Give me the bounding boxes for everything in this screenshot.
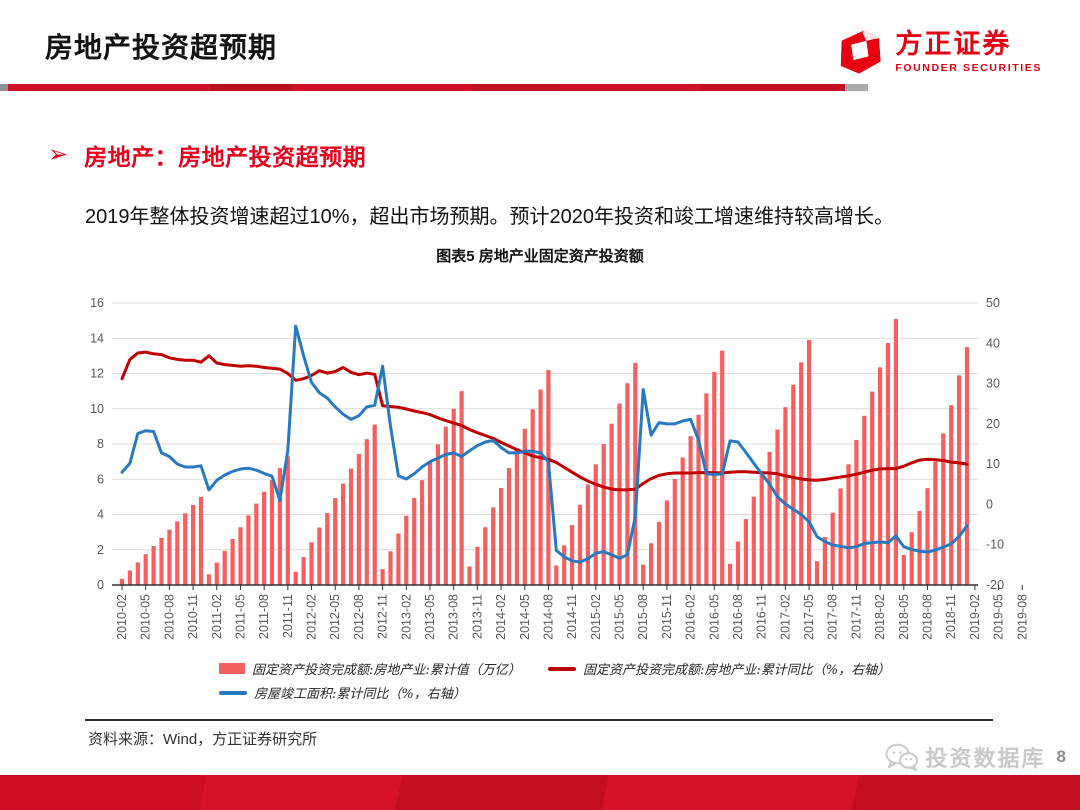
legend-item-completion-yoy: 房屋竣工面积:累计同比（%，右轴）: [219, 683, 466, 702]
svg-text:2014-05: 2014-05: [518, 594, 532, 640]
svg-text:-20: -20: [986, 578, 1004, 592]
logo-name-en: FOUNDER SECURITIES: [895, 61, 1042, 74]
svg-text:2019-02: 2019-02: [968, 594, 982, 640]
svg-text:6: 6: [97, 472, 104, 486]
left-axis-labels: 0 2 4 6 8 10 12 14 16: [90, 296, 104, 592]
founder-logo: 方正证券 FOUNDER SECURITIES: [833, 26, 1042, 78]
legend-swatch-blue-line: [219, 690, 247, 695]
svg-text:2019-05: 2019-05: [992, 594, 1006, 640]
legend-swatch-red-line: [548, 666, 576, 671]
svg-text:2017-08: 2017-08: [826, 594, 840, 640]
svg-text:2011-02: 2011-02: [210, 594, 224, 639]
bottom-band: [0, 775, 1080, 810]
svg-text:4: 4: [97, 508, 104, 522]
arrow-bullet-icon: ➢: [48, 141, 69, 168]
svg-text:2016-02: 2016-02: [684, 594, 698, 640]
svg-text:2013-02: 2013-02: [399, 594, 413, 640]
legend-label-completion-yoy: 房屋竣工面积:累计同比（%，右轴）: [254, 687, 466, 702]
svg-text:10: 10: [986, 457, 1000, 471]
svg-text:2011-11: 2011-11: [281, 594, 295, 638]
title-underline: [0, 84, 868, 91]
svg-text:2012-08: 2012-08: [352, 594, 366, 640]
logo-name-cn: 方正证券: [895, 29, 1012, 60]
svg-text:2016-05: 2016-05: [707, 594, 721, 640]
x-axis-ticks: [121, 585, 1023, 590]
legend-label-bars: 固定资产投资完成额:房地产业:累计值（万亿）: [252, 663, 521, 678]
svg-text:2010-02: 2010-02: [115, 594, 129, 640]
svg-text:2015-02: 2015-02: [589, 594, 603, 640]
svg-text:2015-08: 2015-08: [636, 594, 650, 640]
section-heading: 房地产：房地产投资超预期: [84, 144, 367, 170]
svg-text:2010-05: 2010-05: [139, 594, 153, 640]
svg-text:20: 20: [986, 417, 1000, 431]
svg-text:0: 0: [97, 578, 104, 592]
svg-text:12: 12: [90, 367, 104, 381]
svg-text:2019-08: 2019-08: [1015, 594, 1029, 640]
x-axis-labels: 2010-02 2010-05 2010-08 2010-11 2011-02 2011-…: [115, 594, 1029, 640]
svg-text:2018-08: 2018-08: [921, 594, 935, 640]
legend-swatch-bar: [219, 663, 245, 674]
svg-text:2018-02: 2018-02: [873, 594, 887, 640]
svg-text:14: 14: [90, 331, 104, 345]
svg-text:2011-08: 2011-08: [257, 594, 271, 639]
svg-text:2013-05: 2013-05: [423, 594, 437, 640]
wechat-icon: [885, 743, 918, 771]
svg-text:2014-11: 2014-11: [565, 594, 579, 639]
svg-text:10: 10: [90, 402, 104, 416]
svg-text:2016-08: 2016-08: [731, 594, 745, 640]
source-note: 资料来源：Wind，方正证券研究所: [88, 731, 318, 748]
page-title: 房地产投资超预期: [45, 32, 278, 63]
page-number: 8: [1056, 747, 1066, 766]
svg-text:8: 8: [97, 437, 104, 451]
bars-cumulative-investment: [119, 318, 970, 585]
svg-text:2014-08: 2014-08: [541, 594, 555, 640]
svg-text:0: 0: [986, 497, 993, 511]
svg-text:2013-11: 2013-11: [470, 594, 484, 639]
svg-text:2018-05: 2018-05: [897, 594, 911, 640]
legend-item-bars: 固定资产投资完成额:房地产业:累计值（万亿）: [219, 659, 521, 678]
legend-item-investment-yoy: 固定资产投资完成额:房地产业:累计同比（%，右轴）: [548, 659, 890, 678]
svg-text:2018-11: 2018-11: [944, 594, 958, 639]
svg-text:2017-11: 2017-11: [849, 594, 863, 639]
svg-text:2016-11: 2016-11: [755, 594, 769, 639]
svg-text:2012-02: 2012-02: [305, 594, 319, 640]
svg-text:2013-08: 2013-08: [447, 594, 461, 640]
svg-text:2012-11: 2012-11: [376, 594, 390, 639]
logo-text: 方正证券 FOUNDER SECURITIES: [895, 29, 1042, 74]
legend-label-investment-yoy: 固定资产投资完成额:房地产业:累计同比（%，右轴）: [583, 663, 891, 678]
svg-text:2010-11: 2010-11: [186, 594, 200, 639]
section-heading-row: ➢ 房地产：房地产投资超预期: [48, 138, 366, 172]
svg-text:16: 16: [90, 296, 104, 310]
svg-text:2011-05: 2011-05: [233, 594, 247, 639]
body-text: 2019年整体投资增速超过10%，超出市场预期。预计2020年投资和竣工增速维持…: [85, 206, 895, 228]
source-divider: [85, 719, 993, 721]
svg-text:2017-05: 2017-05: [802, 594, 816, 640]
svg-text:30: 30: [986, 377, 1000, 391]
svg-text:2: 2: [97, 543, 104, 557]
svg-text:2015-11: 2015-11: [660, 594, 674, 639]
svg-text:-10: -10: [986, 538, 1004, 552]
watermark-text: 投资数据库: [925, 746, 1046, 771]
svg-text:50: 50: [986, 296, 1000, 310]
svg-text:40: 40: [986, 336, 1000, 350]
svg-text:2010-08: 2010-08: [162, 594, 176, 640]
watermark: 投资数据库 8: [885, 741, 1066, 773]
svg-text:2015-05: 2015-05: [613, 594, 627, 640]
right-axis-labels: -20 -10 0 10 20 30 40 50: [986, 296, 1004, 592]
chart-title: 图表5 房地产业固定资产投资额: [436, 248, 644, 265]
founder-logo-icon: [841, 30, 882, 74]
svg-text:2014-02: 2014-02: [494, 594, 508, 640]
svg-text:2017-02: 2017-02: [778, 594, 792, 640]
svg-text:2012-05: 2012-05: [328, 594, 342, 640]
line-completion-yoy: [120, 324, 969, 564]
